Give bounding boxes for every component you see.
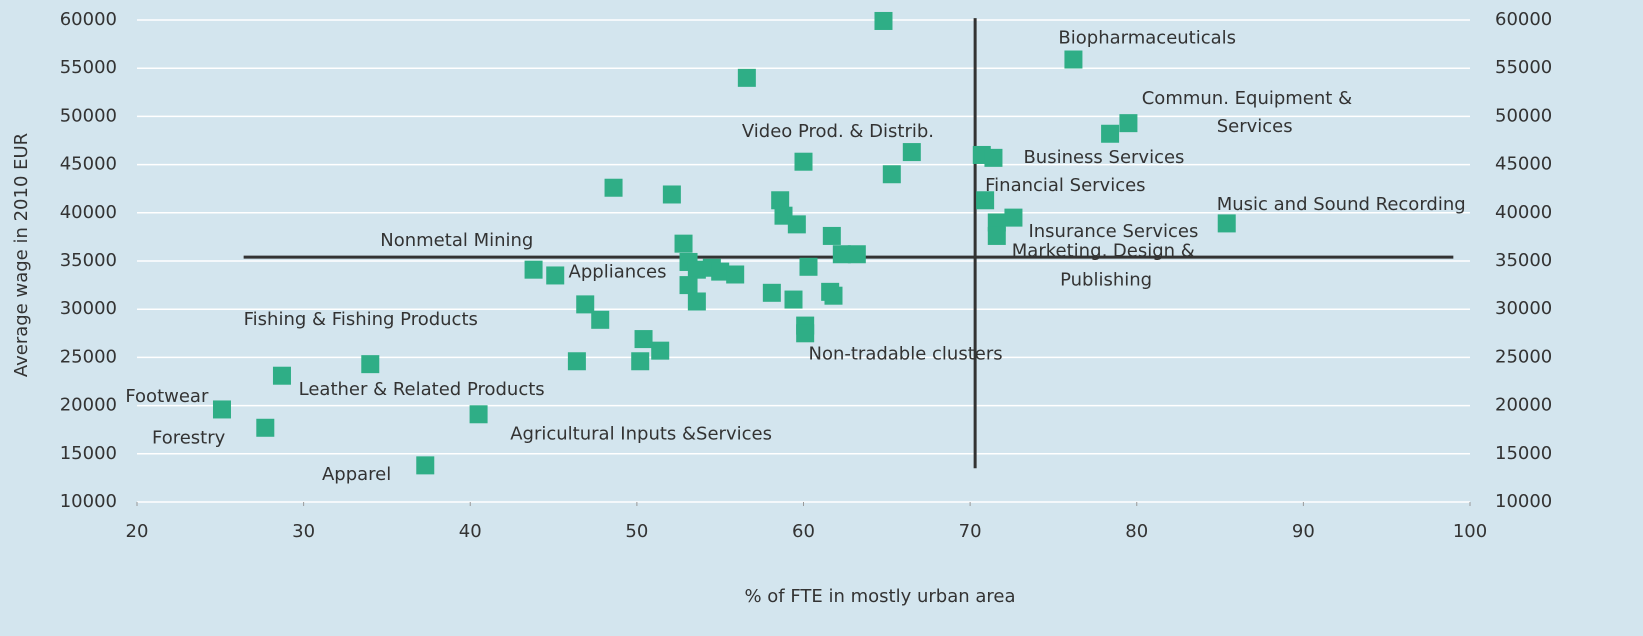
y-tick-label: 40000: [60, 202, 117, 223]
x-tick-label: 80: [1125, 521, 1148, 542]
point: [1101, 124, 1120, 143]
point: [984, 148, 1003, 167]
point: [631, 352, 650, 371]
point: [799, 257, 818, 276]
y-tick-label: 10000: [60, 491, 117, 512]
annotation: Non-tradable clusters: [808, 344, 1002, 365]
point: [591, 310, 610, 329]
annotation: Marketing, Design &: [1012, 240, 1195, 261]
point: [794, 152, 813, 171]
y2-tick-label: 25000: [1495, 346, 1552, 367]
annotation: Music and Sound Recording: [1217, 194, 1466, 215]
point: [762, 283, 781, 302]
y-axis-label: Average wage in 2010 EUR: [11, 133, 32, 377]
point: [832, 245, 851, 264]
point: [737, 68, 756, 87]
annotation: Leather & Related Products: [299, 379, 545, 400]
x-tick-label: 50: [625, 521, 648, 542]
x-tick-label: 70: [959, 521, 982, 542]
y2-tick-label: 20000: [1495, 395, 1552, 416]
point: [687, 292, 706, 311]
point: [361, 355, 380, 374]
point: [1064, 50, 1083, 69]
annotation: Business Services: [1023, 147, 1184, 168]
point: [524, 260, 543, 279]
point: [416, 456, 435, 475]
annotation: Commun. Equipment &: [1142, 88, 1352, 109]
point: [651, 341, 670, 360]
point: [822, 226, 841, 245]
point: [272, 366, 291, 385]
point: [726, 265, 745, 284]
point: [604, 178, 623, 197]
y2-tick-label: 55000: [1495, 57, 1552, 78]
y2-tick-label: 45000: [1495, 154, 1552, 175]
annotation: Video Prod. & Distrib.: [742, 121, 934, 142]
y2-tick-label: 30000: [1495, 298, 1552, 319]
point: [212, 400, 231, 419]
x-tick-label: 20: [126, 521, 149, 542]
point: [679, 276, 698, 295]
point: [1119, 114, 1138, 133]
point: [882, 165, 901, 184]
y2-tick-label: 35000: [1495, 250, 1552, 271]
x-tick-label: 40: [459, 521, 482, 542]
y-tick-label: 30000: [60, 298, 117, 319]
point: [567, 352, 586, 371]
y2-tick-label: 15000: [1495, 443, 1552, 464]
y-tick-label: 45000: [60, 154, 117, 175]
annotation: Nonmetal Mining: [380, 230, 533, 251]
annotation: Insurance Services: [1028, 221, 1198, 242]
point: [1004, 208, 1023, 227]
y-tick-label: 55000: [60, 57, 117, 78]
y2-tick-label: 40000: [1495, 202, 1552, 223]
point: [847, 245, 866, 264]
point: [784, 290, 803, 309]
annotation: Agricultural Inputs &Services: [510, 424, 772, 445]
point: [711, 262, 730, 281]
x-axis-label: % of FTE in mostly urban area: [744, 586, 1015, 607]
annotation: Financial Services: [985, 175, 1145, 196]
annotation: Footwear: [125, 386, 209, 407]
y2-tick-label: 10000: [1495, 491, 1552, 512]
x-tick-label: 60: [792, 521, 815, 542]
point: [674, 234, 693, 253]
x-tick-label: 100: [1453, 521, 1487, 542]
point: [824, 286, 843, 305]
annotation: Forestry: [152, 427, 226, 448]
y-tick-label: 35000: [60, 250, 117, 271]
point: [256, 418, 275, 437]
point: [662, 185, 681, 204]
y-tick-label: 20000: [60, 395, 117, 416]
point: [469, 405, 488, 424]
point: [902, 143, 921, 162]
y-tick-label: 50000: [60, 105, 117, 126]
point: [687, 260, 706, 279]
y-tick-label: 25000: [60, 346, 117, 367]
annotation: Appliances: [569, 262, 667, 283]
y-tick-label: 60000: [60, 9, 117, 30]
point: [546, 266, 565, 285]
point: [771, 191, 790, 210]
x-tick-label: 90: [1292, 521, 1315, 542]
annotation: Apparel: [322, 464, 391, 485]
point: [987, 226, 1006, 245]
y-tick-label: 15000: [60, 443, 117, 464]
annotation: Services: [1217, 116, 1293, 137]
point: [576, 295, 595, 314]
point: [976, 191, 995, 210]
x-tick-label: 30: [292, 521, 315, 542]
point: [634, 330, 653, 349]
annotation: Fishing & Fishing Products: [244, 309, 478, 330]
y2-tick-label: 50000: [1495, 105, 1552, 126]
y2-tick-label: 60000: [1495, 9, 1552, 30]
annotation: Biopharmaceuticals: [1058, 27, 1236, 48]
point: [874, 11, 893, 30]
point: [787, 215, 806, 234]
annotation: Publishing: [1060, 269, 1152, 290]
point: [796, 324, 815, 343]
point: [1217, 214, 1236, 233]
